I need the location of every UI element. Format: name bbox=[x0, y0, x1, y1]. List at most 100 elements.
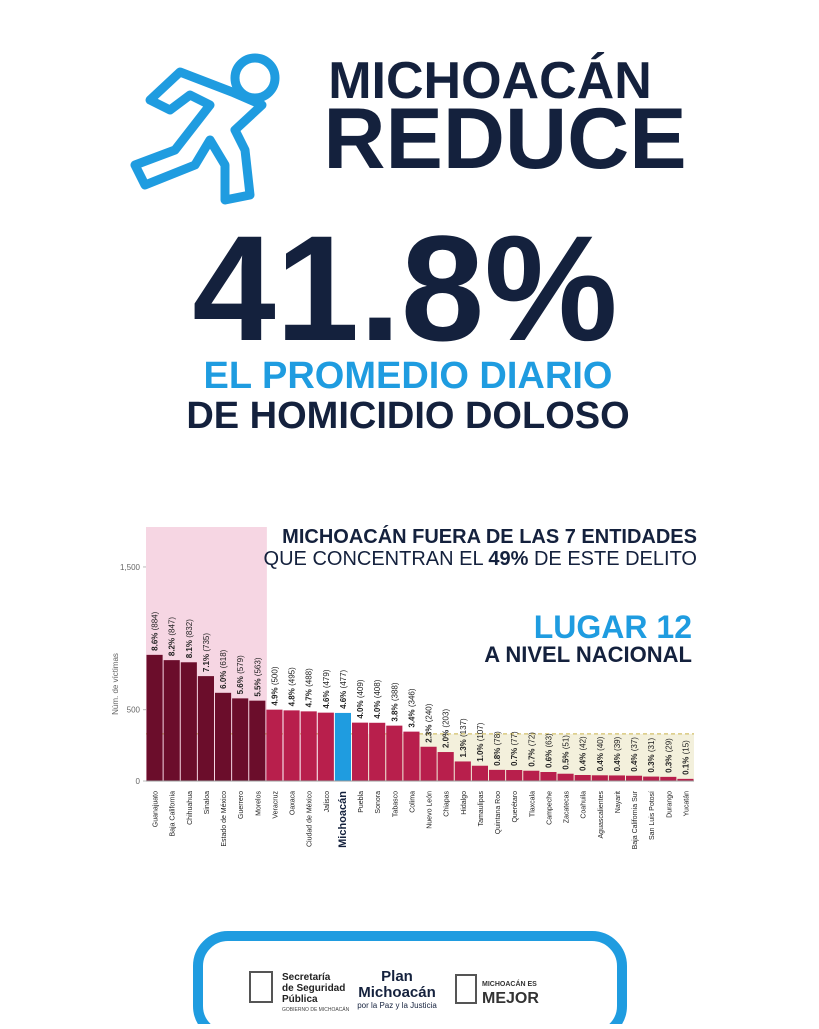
share-label: 0.4% bbox=[579, 753, 588, 771]
x-tick-label: Michoacán bbox=[337, 791, 349, 848]
count-label: (78) bbox=[493, 731, 502, 746]
footer-text: por la Paz y la Justicia bbox=[357, 1001, 437, 1010]
value-label: 7.1% (735) bbox=[202, 633, 211, 672]
x-tick-label: Baja California bbox=[170, 791, 177, 837]
share-label: 0.7% bbox=[510, 748, 519, 766]
x-tick-label: Sonora bbox=[375, 791, 382, 814]
bar bbox=[489, 769, 506, 781]
x-tick-label: San Luis Potosí bbox=[649, 791, 656, 840]
x-tick-label: Guerrero bbox=[238, 791, 245, 819]
count-label: (29) bbox=[664, 738, 673, 753]
value-label: 4.0% (409) bbox=[356, 679, 365, 718]
count-label: (107) bbox=[476, 722, 485, 741]
value-label: 4.0% (408) bbox=[373, 679, 382, 718]
count-label: (495) bbox=[288, 667, 297, 686]
value-label: 0.3% (31) bbox=[647, 738, 656, 773]
y-tick-label: 0 bbox=[136, 777, 141, 786]
x-tick-label: Tamaulipas bbox=[478, 791, 485, 827]
x-tick-label: Chiapas bbox=[444, 791, 451, 817]
bar bbox=[626, 775, 643, 781]
footer-text: GOBIERNO DE MICHOACÁN bbox=[282, 1006, 350, 1013]
bar bbox=[523, 770, 540, 781]
bar bbox=[334, 712, 351, 781]
bar bbox=[249, 700, 266, 781]
value-label: 4.6% (477) bbox=[339, 669, 348, 708]
share-label: 8.1% bbox=[185, 640, 194, 658]
value-label: 0.3% (29) bbox=[664, 738, 673, 773]
count-label: (42) bbox=[579, 736, 588, 751]
share-label: 8.6% bbox=[151, 633, 160, 651]
bar bbox=[454, 761, 471, 781]
count-label: (203) bbox=[442, 709, 451, 728]
share-label: 5.6% bbox=[236, 676, 245, 694]
share-label: 6.0% bbox=[219, 671, 228, 689]
share-label: 0.8% bbox=[493, 748, 502, 766]
share-label: 0.7% bbox=[527, 748, 536, 766]
x-tick-label: Sinaloa bbox=[204, 791, 211, 814]
value-label: 8.1% (832) bbox=[185, 619, 194, 658]
count-label: (884) bbox=[151, 611, 160, 630]
count-label: (15) bbox=[681, 740, 690, 755]
bar bbox=[283, 710, 300, 781]
value-label: 6.0% (618) bbox=[219, 649, 228, 688]
share-label: 7.1% bbox=[202, 654, 211, 672]
x-tick-label: Jalisco bbox=[324, 791, 331, 813]
bar bbox=[557, 773, 574, 781]
count-label: (388) bbox=[390, 682, 399, 701]
value-label: 0.6% (63) bbox=[544, 733, 553, 768]
below-reference-region bbox=[351, 733, 694, 781]
share-label: 0.6% bbox=[544, 750, 553, 768]
share-label: 0.5% bbox=[562, 751, 571, 769]
x-tick-label: Quintana Roo bbox=[495, 791, 502, 834]
share-label: 4.6% bbox=[339, 691, 348, 709]
count-label: (39) bbox=[613, 736, 622, 751]
value-label: 4.9% (500) bbox=[270, 666, 279, 705]
value-label: 0.1% (15) bbox=[681, 740, 690, 775]
count-label: (346) bbox=[407, 688, 416, 707]
bar bbox=[574, 775, 591, 781]
count-label: (408) bbox=[373, 679, 382, 698]
bar bbox=[591, 775, 608, 781]
value-label: 5.6% (579) bbox=[236, 655, 245, 694]
bar bbox=[540, 772, 557, 781]
big-figure: 41.8% bbox=[192, 204, 617, 372]
rank-title: LUGAR 12 bbox=[534, 609, 692, 645]
share-label: 0.3% bbox=[647, 754, 656, 772]
count-label: (137) bbox=[459, 718, 468, 737]
count-label: (63) bbox=[544, 733, 553, 748]
bar bbox=[146, 654, 163, 781]
share-label: 0.3% bbox=[664, 755, 673, 773]
footer-text: Pública bbox=[282, 994, 318, 1005]
share-label: 2.3% bbox=[425, 725, 434, 743]
share-label: 8.2% bbox=[168, 638, 177, 656]
y-axis-label: Núm. de víctimas bbox=[111, 653, 120, 715]
annotation-part: QUE CONCENTRAN EL bbox=[264, 548, 489, 570]
bar bbox=[386, 725, 403, 781]
value-label: 0.7% (77) bbox=[510, 731, 519, 766]
bar bbox=[403, 731, 420, 781]
bar bbox=[437, 752, 454, 781]
subtitle: DE HOMICIDIO DOLOSO bbox=[186, 395, 629, 437]
bar bbox=[420, 746, 437, 781]
x-tick-label: Puebla bbox=[358, 791, 365, 813]
bar bbox=[232, 698, 249, 781]
value-label: 0.5% (51) bbox=[562, 735, 571, 770]
share-label: 0.4% bbox=[630, 753, 639, 771]
value-label: 0.4% (37) bbox=[630, 737, 639, 772]
bar bbox=[317, 712, 334, 781]
x-tick-label: Yucatán bbox=[683, 791, 690, 816]
share-label: 1.0% bbox=[476, 743, 485, 761]
title: REDUCE bbox=[323, 91, 686, 187]
x-tick-label: Baja California Sur bbox=[632, 790, 639, 849]
value-label: 0.4% (39) bbox=[613, 736, 622, 771]
count-label: (51) bbox=[562, 735, 571, 750]
gov-logo bbox=[455, 974, 477, 1004]
value-label: 5.5% (563) bbox=[253, 657, 262, 696]
share-label: 4.0% bbox=[373, 701, 382, 719]
title: MICHOACÁN bbox=[328, 52, 652, 110]
bar bbox=[660, 776, 677, 781]
share-label: 0.4% bbox=[596, 753, 605, 771]
chart: Núm. de víctimas 0 500 1,500 Guanajuato 8.6% … bbox=[111, 527, 694, 849]
footer-text: de Seguridad bbox=[282, 983, 345, 994]
x-tick-label: Tlaxcala bbox=[529, 791, 536, 817]
